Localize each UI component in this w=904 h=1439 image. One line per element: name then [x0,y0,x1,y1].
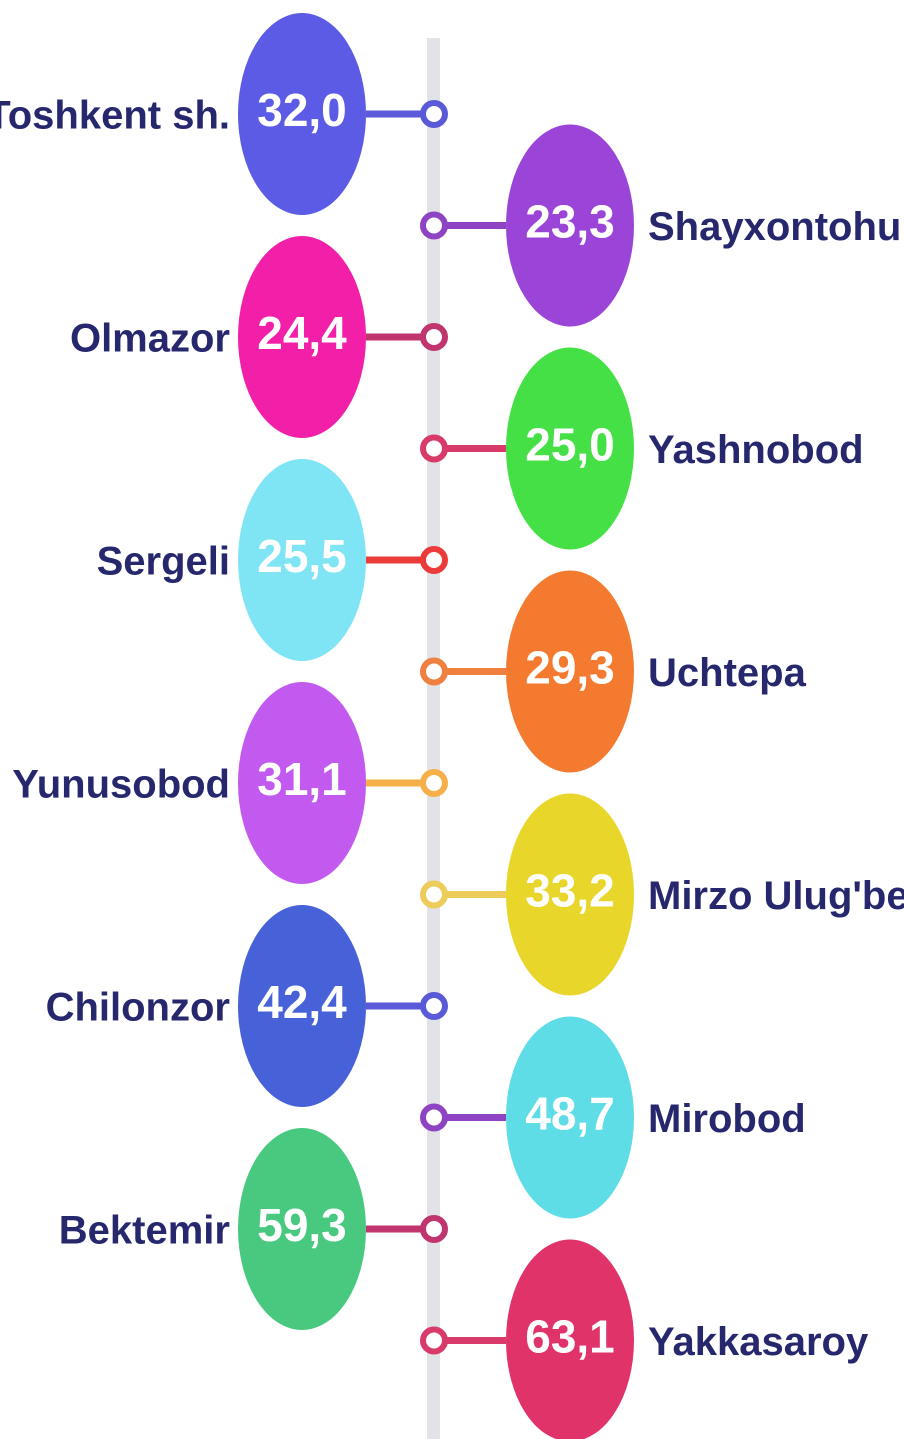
value-bubble [238,459,366,661]
value-label: 42,4 [257,976,347,1028]
item: 23,3 Shayxontohur [420,124,904,327]
item: 31,1 Yunusobod [12,682,448,884]
value-label: 32,0 [257,84,347,136]
item: 59,3 Bektemir [59,1128,448,1330]
value-label: 48,7 [525,1088,615,1140]
node-dot [420,434,448,463]
value-label: 31,1 [257,753,347,805]
value-bubble [238,1128,366,1330]
value-bubble [238,905,366,1107]
district-label: Chilonzor [46,986,230,1030]
item: 25,5 Sergeli [97,459,448,661]
item: 29,3 Uchtepa [420,570,807,773]
item: 32,0 Toshkent sh. [0,13,448,215]
node-dot [420,546,448,574]
node-dot [420,1215,448,1243]
district-label: Toshkent sh. [0,94,230,138]
value-label: 29,3 [525,642,615,694]
value-label: 33,2 [525,865,615,917]
value-bubble [238,236,366,438]
district-label: Mirobod [648,1097,806,1141]
item: 42,4 Chilonzor [46,905,448,1107]
district-label: Yunusobod [12,763,230,807]
node-dot [420,769,448,797]
value-label: 23,3 [525,196,615,248]
node-dot [420,880,448,909]
item: 33,2 Mirzo Ulug'bek [420,793,904,996]
district-label: Mirzo Ulug'bek [648,874,904,918]
value-label: 25,0 [525,419,615,471]
district-label: Sergeli [97,540,230,584]
node-dot [420,657,448,686]
item: 63,1 Yakkasaroy [420,1239,869,1439]
value-label: 59,3 [257,1199,347,1251]
node-dot [420,100,448,128]
item: 25,0 Yashnobod [420,347,864,550]
district-label: Uchtepa [648,651,807,695]
item: 48,7 Mirobod [420,1016,806,1219]
district-label: Yakkasaroy [648,1320,869,1364]
node-dot [420,1326,448,1355]
district-label: Shayxontohur [648,205,904,249]
node-dot [420,992,448,1020]
value-bubble [506,1239,634,1439]
item: 24,4 Olmazor [70,236,448,438]
node-dot [420,211,448,240]
value-bubble [238,682,366,884]
district-label: Yashnobod [648,428,864,472]
value-bubble [506,124,634,327]
value-bubble [506,570,634,773]
value-label: 63,1 [525,1311,615,1363]
node-dot [420,1103,448,1132]
value-label: 24,4 [257,307,347,359]
node-dot [420,323,448,351]
district-label: Bektemir [59,1209,230,1253]
district-label: Olmazor [70,317,230,361]
spine [427,38,440,1439]
value-bubble [506,793,634,996]
value-bubble [238,13,366,215]
value-bubble [506,347,634,550]
value-label: 25,5 [257,530,347,582]
value-bubble [506,1016,634,1219]
